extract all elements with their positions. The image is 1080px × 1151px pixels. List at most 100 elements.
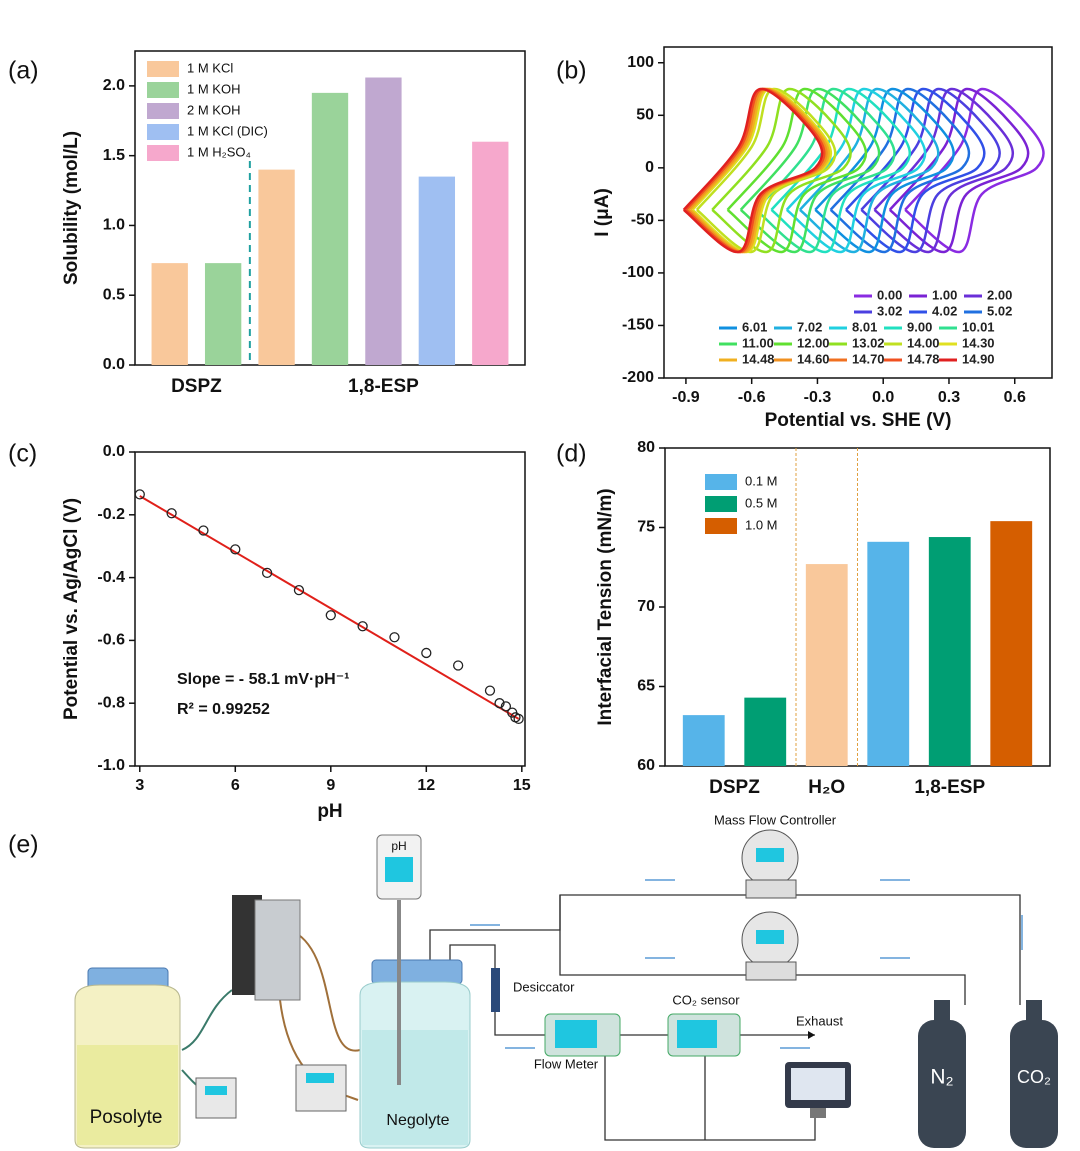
legend-label: 2.00 <box>987 287 1012 302</box>
y-tick-label: -50 <box>631 212 654 229</box>
y-tick-label: 0.0 <box>103 443 125 460</box>
bar <box>928 537 971 766</box>
panel-label: (c) <box>8 440 37 468</box>
chart-panel: (d) 60 65 70 75 80 Interfacial Tension (mN/m) D… <box>556 439 1051 798</box>
bar <box>867 541 910 766</box>
setup-diagram: (e) Posolyte Negolyte pH Desiccator Flow… <box>8 812 1058 1149</box>
bar <box>990 521 1033 766</box>
gas-cylinder <box>1010 1020 1058 1148</box>
bar <box>365 77 402 365</box>
legend-label: 9.00 <box>907 319 932 334</box>
y-tick-label: -0.8 <box>97 694 125 711</box>
display <box>677 1020 717 1048</box>
desiccator <box>491 968 500 1012</box>
legend-label: 8.01 <box>852 319 877 334</box>
y-tick-label: -0.4 <box>97 569 125 586</box>
label: Exhaust <box>796 1013 843 1028</box>
cv-curve <box>711 87 852 254</box>
bar <box>472 141 509 365</box>
pump-display <box>205 1086 227 1095</box>
cv-curve <box>798 87 940 254</box>
x-tick-label: 0.6 <box>1004 389 1026 406</box>
display <box>756 848 784 862</box>
legend-label: 14.00 <box>907 335 940 350</box>
cv-curve <box>755 87 896 254</box>
legend-label: 12.00 <box>797 335 830 350</box>
x-tick-label: 6 <box>231 777 240 794</box>
legend-swatch <box>705 474 737 490</box>
jar-cap <box>371 959 463 985</box>
cv-curve <box>691 87 833 254</box>
label: Negolyte <box>386 1112 449 1129</box>
y-tick-label: -1.0 <box>97 757 125 774</box>
x-tick-label: -0.3 <box>804 389 832 406</box>
ph-display <box>385 857 413 882</box>
panel-label: (a) <box>8 57 39 85</box>
legend-label: 10.01 <box>962 319 995 334</box>
screen <box>791 1068 845 1100</box>
bar <box>744 697 787 766</box>
cv-curve <box>904 87 1045 254</box>
label: Flow Meter <box>534 1056 599 1071</box>
legend-label: 1 M KOH <box>187 81 240 96</box>
legend-label: 14.30 <box>962 335 995 350</box>
legend-label: 2 M KOH <box>187 102 240 117</box>
legend-label: 14.60 <box>797 351 830 366</box>
x-axis-title: Potential vs. SHE (V) <box>765 410 952 431</box>
y-tick-label: -100 <box>622 264 654 281</box>
legend-label: 1 M H₂SO₄ <box>187 144 251 159</box>
y-tick-label: -150 <box>622 317 654 334</box>
cv-curve <box>739 87 881 254</box>
y-axis-title: I (μA) <box>592 188 613 237</box>
legend-swatch <box>147 103 179 119</box>
x-category-label: 1,8-ESP <box>348 376 419 397</box>
liquid <box>77 1045 178 1145</box>
pipe <box>604 1055 816 1141</box>
bar <box>258 169 295 365</box>
y-tick-label: 2.0 <box>103 77 125 94</box>
data-point <box>452 660 464 671</box>
label: Mass Flow Controller <box>714 812 837 827</box>
legend-label: 1 M KCl (DIC) <box>187 123 268 138</box>
x-category-label: H₂O <box>808 777 845 798</box>
y-tick-label: 100 <box>627 54 654 71</box>
legend-label: 11.00 <box>742 335 774 350</box>
y-tick-label: 65 <box>637 678 655 695</box>
pump <box>295 1064 347 1112</box>
plot-frame <box>663 46 1053 379</box>
x-category-label: DSPZ <box>709 777 760 798</box>
y-tick-label: -0.6 <box>97 632 125 649</box>
x-tick-label: 3 <box>135 777 144 794</box>
y-tick-label: 0.0 <box>103 356 125 373</box>
cv-curve <box>682 87 824 254</box>
annotation: Slope = - 58.1 mV·pH⁻¹ <box>177 671 349 688</box>
bar <box>682 715 725 766</box>
label: CO₂ sensor <box>672 992 740 1007</box>
legend-label: 7.02 <box>797 319 822 334</box>
mfc-body <box>745 879 797 899</box>
legend-label: 14.78 <box>907 351 940 366</box>
data-point <box>484 685 496 696</box>
pump <box>195 1077 237 1119</box>
legend-label: 3.02 <box>877 303 902 318</box>
y-tick-label: 1.0 <box>103 217 125 234</box>
bar <box>151 263 188 365</box>
cv-curve <box>829 87 971 254</box>
bar <box>418 176 456 365</box>
label: Desiccator <box>513 979 575 994</box>
x-tick-label: 0.0 <box>872 389 894 406</box>
legend-label: 6.01 <box>742 319 767 334</box>
data-point <box>293 585 305 596</box>
tube <box>181 989 233 1051</box>
legend-label: 1 M KCl <box>187 60 233 75</box>
display <box>555 1020 597 1048</box>
x-category-label: 1,8-ESP <box>914 777 985 798</box>
data-point <box>134 489 145 500</box>
cv-curve <box>814 87 955 254</box>
data-point <box>325 610 336 621</box>
display <box>756 930 784 944</box>
data-point <box>494 698 505 709</box>
legend-swatch <box>147 61 179 77</box>
